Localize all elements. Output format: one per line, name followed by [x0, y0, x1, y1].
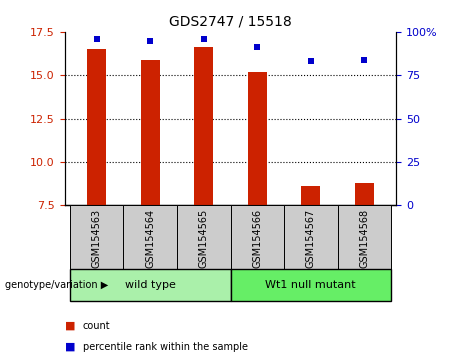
- Text: ■: ■: [65, 321, 75, 331]
- Text: GSM154563: GSM154563: [92, 209, 102, 268]
- Point: [307, 58, 314, 64]
- Text: genotype/variation ▶: genotype/variation ▶: [5, 280, 108, 290]
- Bar: [248, 72, 266, 205]
- Bar: [284, 205, 337, 269]
- Bar: [337, 205, 391, 269]
- Bar: [301, 186, 320, 205]
- Point: [93, 36, 100, 42]
- Text: GSM154566: GSM154566: [252, 209, 262, 268]
- Text: GSM154565: GSM154565: [199, 209, 209, 268]
- Text: percentile rank within the sample: percentile rank within the sample: [83, 342, 248, 352]
- Bar: [70, 269, 230, 301]
- Bar: [70, 205, 124, 269]
- Text: count: count: [83, 321, 111, 331]
- Bar: [230, 205, 284, 269]
- Bar: [141, 59, 160, 205]
- Text: GDS2747 / 15518: GDS2747 / 15518: [169, 14, 292, 28]
- Text: wild type: wild type: [125, 280, 176, 290]
- Text: ■: ■: [65, 342, 75, 352]
- Bar: [230, 269, 391, 301]
- Bar: [355, 183, 374, 205]
- Bar: [124, 205, 177, 269]
- Bar: [177, 205, 230, 269]
- Point: [254, 45, 261, 50]
- Bar: [195, 47, 213, 205]
- Point: [361, 57, 368, 62]
- Bar: [87, 49, 106, 205]
- Text: GSM154564: GSM154564: [145, 209, 155, 268]
- Text: GSM154567: GSM154567: [306, 209, 316, 268]
- Point: [147, 38, 154, 44]
- Text: Wt1 null mutant: Wt1 null mutant: [266, 280, 356, 290]
- Point: [200, 36, 207, 42]
- Text: GSM154568: GSM154568: [359, 209, 369, 268]
